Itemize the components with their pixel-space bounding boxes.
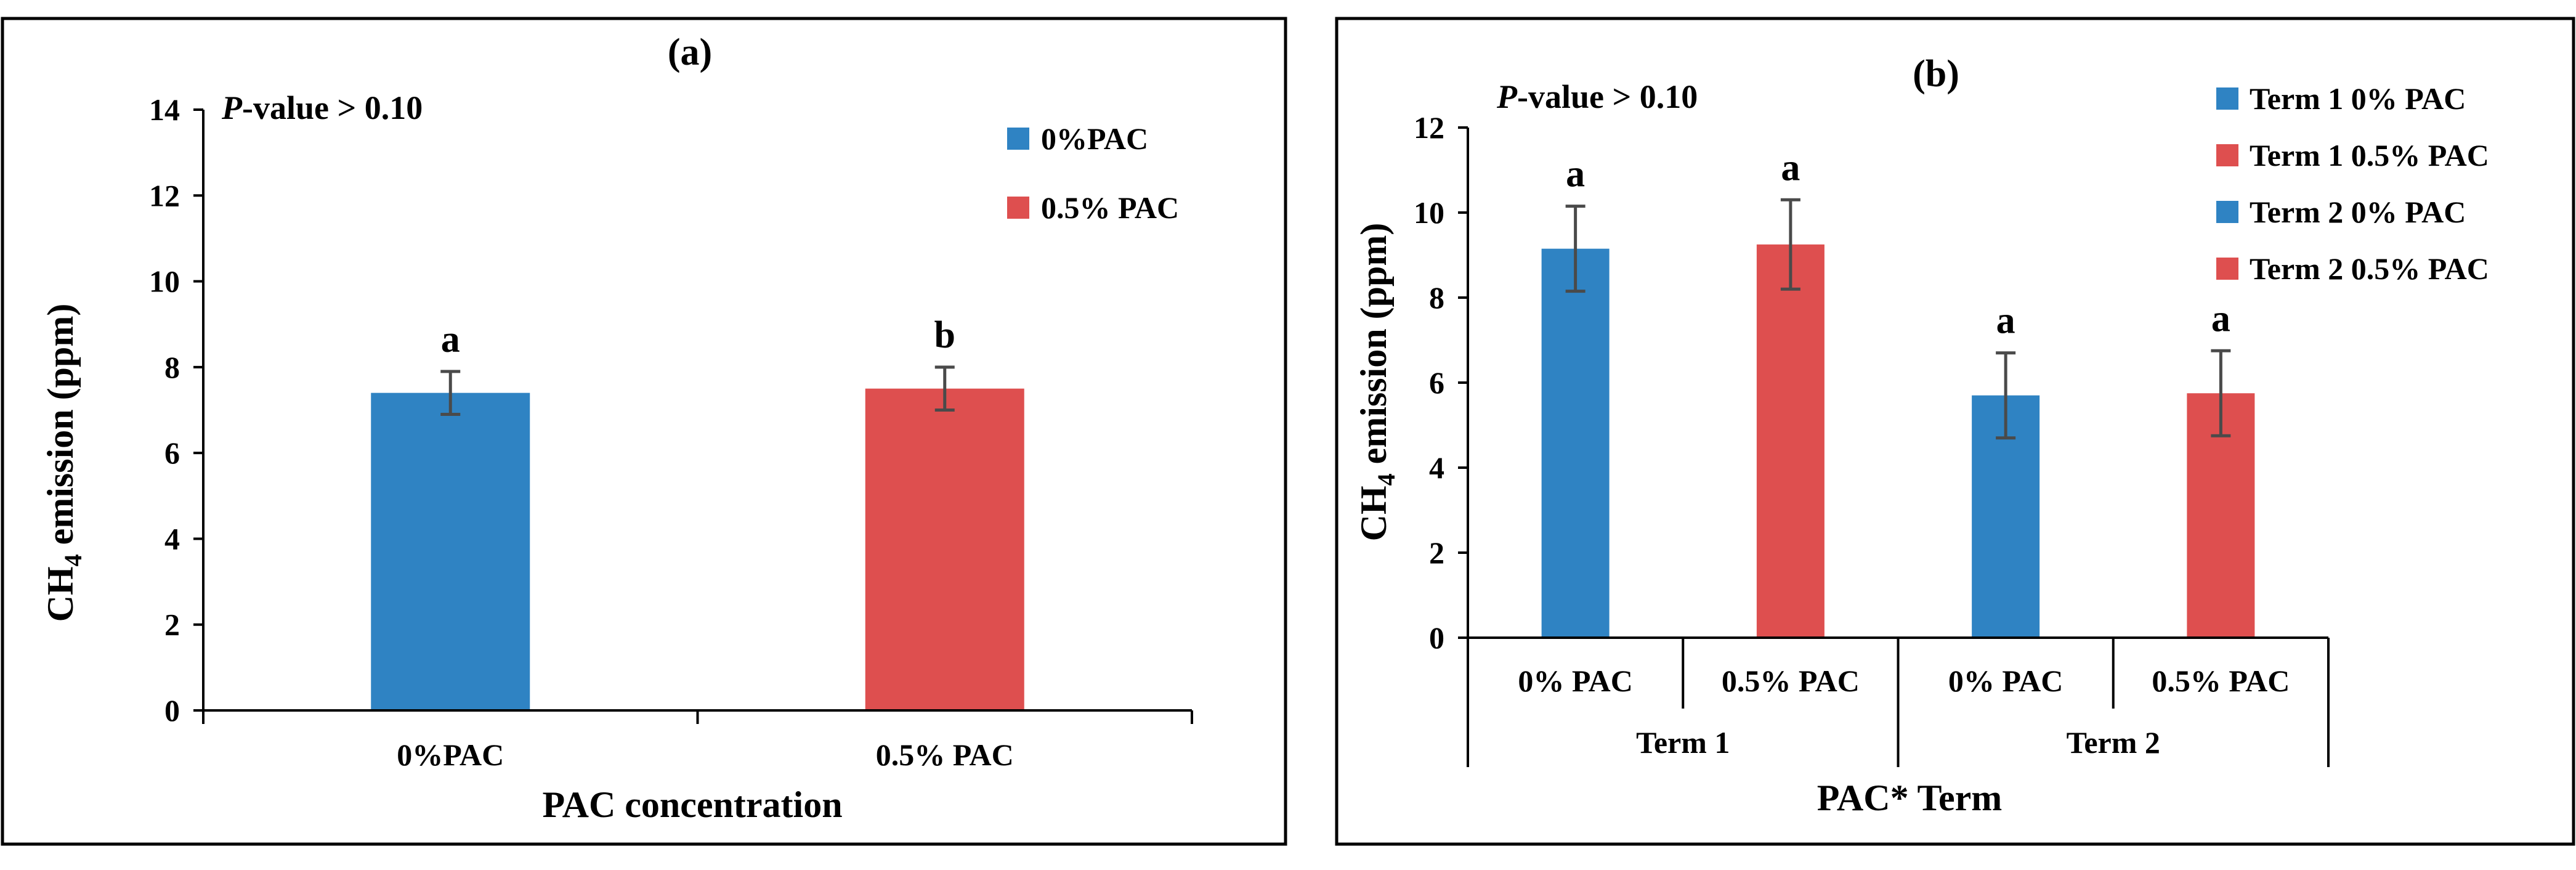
panel-b-significance-letter: a — [1996, 300, 2015, 342]
panel-a-legend-swatch — [1007, 128, 1029, 150]
panel-b-pvalue: P-value > 0.10 — [1496, 78, 1698, 115]
panel-b-ylabel-main: CH — [1353, 486, 1394, 541]
panel-b-legend-swatch — [2216, 258, 2238, 280]
panel-a-ylabel-sub: 4 — [59, 554, 87, 566]
panel-b-bar — [1756, 244, 1825, 638]
panel-a-ylabel: CH4 emission (ppm) — [40, 304, 87, 622]
panel-a-pvalue: P-value > 0.10 — [221, 89, 423, 126]
panel-b-x-labels: 0% PAC 0.5% PAC 0% PAC 0.5% PAC Term 1 Term 2 — [1518, 664, 2290, 760]
panel-a-significance-letter: b — [934, 314, 955, 356]
panel-a-ytick-label: 2 — [164, 608, 180, 642]
panel-a-bar — [865, 388, 1024, 710]
panel-a-category-label: 0%PAC — [397, 738, 504, 772]
panel-a-y-ticks: 0 2 4 6 8 10 12 14 — [149, 92, 203, 728]
panel-a-pvalue-p: P — [221, 89, 243, 126]
panel-a-title: (a) — [668, 31, 712, 73]
panel-b-legend-label: Term 1 0% PAC — [2250, 81, 2466, 116]
panel-a-legend-swatch — [1007, 197, 1029, 219]
panel-a-pvalue-rest: -value > 0.10 — [242, 89, 423, 126]
panel-a-ytick-label: 0 — [164, 693, 180, 728]
panel-a-ytick-label: 8 — [164, 350, 180, 384]
panel-a: (a) P-value > 0.10 CH4 emission (ppm) PA… — [1, 17, 1287, 846]
panel-a-ytick-label: 12 — [149, 178, 180, 213]
panel-b-significance-letter: a — [1566, 153, 1585, 195]
panel-b-axes — [1467, 128, 2330, 767]
panel-b-legend-swatch — [2216, 144, 2238, 166]
panel-b-bars: a a a a — [1541, 147, 2255, 638]
panel-b-ytick-label: 0 — [1429, 620, 1444, 655]
panel-a-legend-label: 0.5% PAC — [1041, 190, 1179, 225]
panel-b: (b) P-value > 0.10 CH4 emission (ppm) PA… — [1335, 17, 2575, 846]
panel-a-ytick-label: 4 — [164, 521, 180, 556]
panel-a-category-label: 0.5% PAC — [876, 738, 1014, 772]
panel-b-category-label: 0.5% PAC — [1722, 664, 1860, 698]
panel-b-group-label: Term 2 — [2067, 725, 2160, 760]
panel-b-significance-letter: a — [1781, 147, 1800, 189]
panel-b-legend-label: Term 1 0.5% PAC — [2250, 138, 2489, 173]
panel-a-legend: 0%PAC 0.5% PAC — [1007, 121, 1179, 225]
panel-b-ylabel: CH4 emission (ppm) — [1353, 223, 1400, 542]
panel-b-y-ticks: 0 2 4 6 8 10 12 — [1414, 110, 1468, 655]
panel-b-category-label: 0.5% PAC — [2152, 664, 2290, 698]
panel-b-ylabel-sub: 4 — [1372, 473, 1400, 486]
panel-b-ytick-label: 2 — [1429, 535, 1444, 570]
panel-b-ytick-label: 6 — [1429, 365, 1444, 400]
panel-b-category-label: 0% PAC — [1948, 664, 2064, 698]
panel-b-legend-swatch — [2216, 87, 2238, 110]
panel-b-pvalue-rest: -value > 0.10 — [1517, 78, 1698, 115]
panel-b-group-label: Term 1 — [1636, 725, 1730, 760]
panel-b-xlabel: PAC* Term — [1817, 778, 2003, 818]
panel-b-ylabel-rest: emission (ppm) — [1353, 223, 1394, 474]
panel-a-bar — [371, 392, 530, 710]
panel-a-ytick-label: 6 — [164, 436, 180, 470]
panel-a-significance-letter: a — [441, 319, 460, 360]
panel-a-x-labels: 0%PAC 0.5% PAC — [397, 738, 1014, 772]
panel-a-axes — [202, 110, 1193, 724]
panel-a-ylabel-rest: emission (ppm) — [40, 304, 81, 555]
panel-b-legend: Term 1 0% PAC Term 1 0.5% PAC Term 2 0% PA… — [2216, 81, 2489, 286]
panel-b-bar — [1541, 248, 1610, 638]
panel-a-legend-label: 0%PAC — [1041, 121, 1148, 156]
panel-b-legend-label: Term 2 0.5% PAC — [2250, 251, 2489, 286]
panel-a-ytick-label: 10 — [149, 264, 180, 299]
panel-a-ylabel-main: CH — [40, 566, 81, 622]
panel-a-ytick-label: 14 — [149, 92, 180, 127]
panel-b-category-label: 0% PAC — [1518, 664, 1633, 698]
panel-b-ytick-label: 10 — [1414, 195, 1444, 230]
panel-a-xlabel: PAC concentration — [542, 784, 842, 825]
panel-b-title: (b) — [1913, 53, 1959, 95]
panel-b-ytick-label: 4 — [1429, 450, 1444, 485]
panel-b-pvalue-p: P — [1496, 78, 1518, 115]
panel-b-legend-swatch — [2216, 201, 2238, 223]
panel-b-legend-label: Term 2 0% PAC — [2250, 195, 2466, 229]
panel-b-ytick-label: 12 — [1414, 110, 1444, 145]
panel-b-significance-letter: a — [2211, 298, 2230, 339]
panel-a-frame — [1, 17, 1287, 846]
panel-b-ytick-label: 8 — [1429, 280, 1444, 315]
